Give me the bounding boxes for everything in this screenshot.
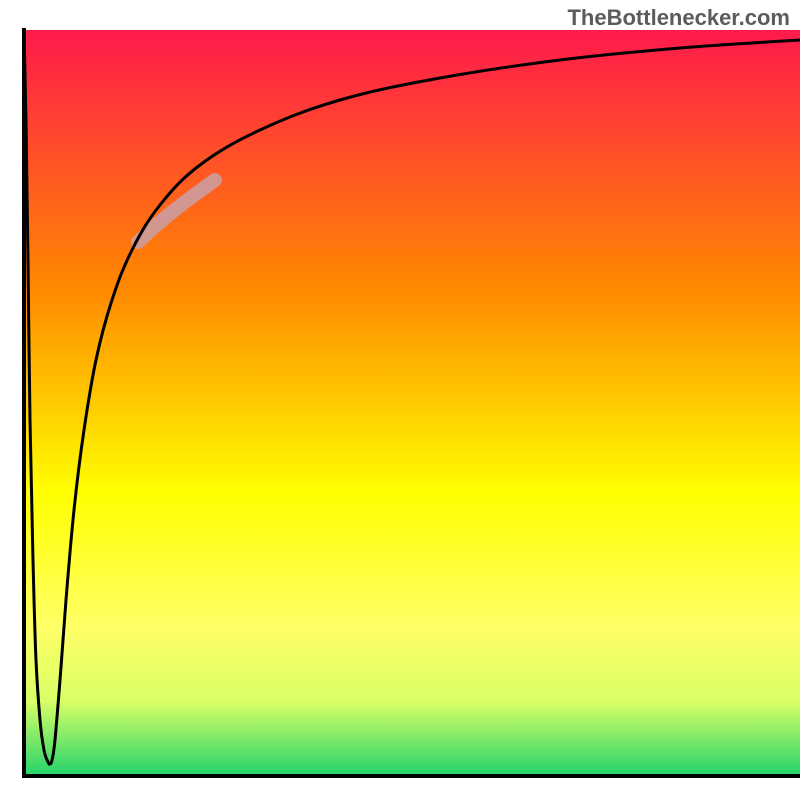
curve-layer [0, 0, 800, 800]
plot-area [0, 0, 800, 800]
bottleneck-highlight-segment [138, 180, 215, 242]
bottleneck-curve [24, 30, 800, 764]
axes [24, 30, 800, 776]
chart-canvas: TheBottlenecker.com [0, 0, 800, 800]
watermark-label: TheBottlenecker.com [567, 5, 790, 31]
